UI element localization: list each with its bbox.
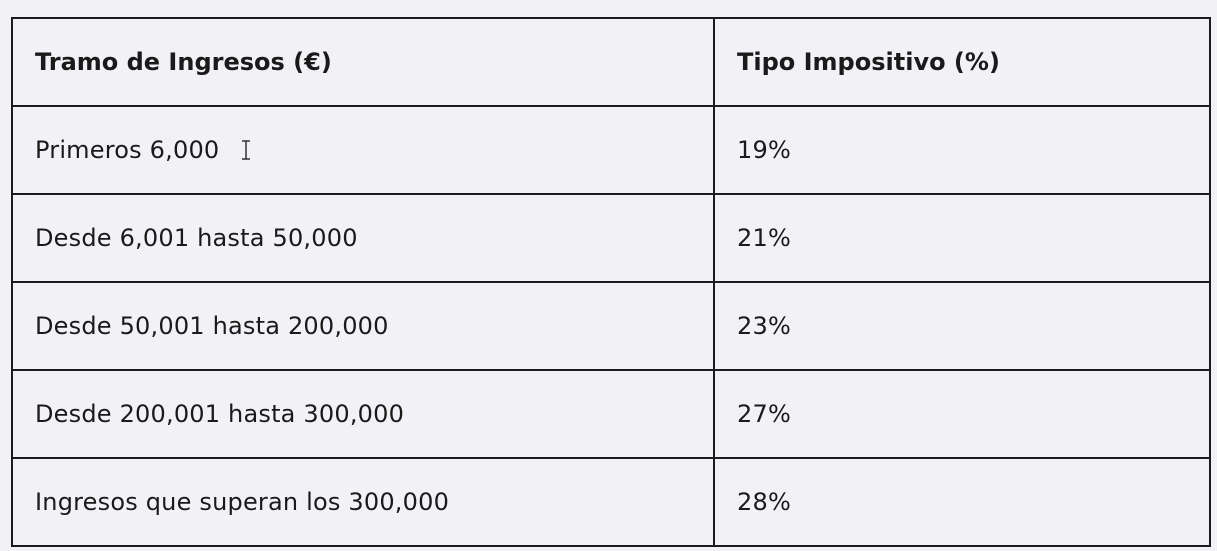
income-bracket-cell: Primeros 6,000 [11, 105, 715, 195]
table-row: Primeros 6,000 19% [11, 105, 1211, 195]
income-bracket-cell: Desde 200,001 hasta 300,000 [11, 369, 715, 459]
tax-rate-cell: 27% [713, 369, 1211, 459]
income-bracket-cell: Ingresos que superan los 300,000 [11, 457, 715, 547]
tax-rate-cell: 21% [713, 193, 1211, 283]
table-row: Desde 6,001 hasta 50,000 21% [11, 193, 1211, 283]
header-income-bracket: Tramo de Ingresos (€) [11, 17, 715, 107]
tax-rate-cell: 28% [713, 457, 1211, 547]
table-header-row: Tramo de Ingresos (€) Tipo Impositivo (%… [11, 17, 1211, 107]
header-tax-rate: Tipo Impositivo (%) [713, 17, 1211, 107]
tax-brackets-table: Tramo de Ingresos (€) Tipo Impositivo (%… [11, 17, 1211, 547]
tax-rate-cell: 19% [713, 105, 1211, 195]
table-row: Desde 50,001 hasta 200,000 23% [11, 281, 1211, 371]
tax-rate-cell: 23% [713, 281, 1211, 371]
income-bracket-cell: Desde 50,001 hasta 200,000 [11, 281, 715, 371]
income-bracket-cell: Desde 6,001 hasta 50,000 [11, 193, 715, 283]
table-row: Ingresos que superan los 300,000 28% [11, 457, 1211, 547]
tax-brackets-table-container: Tramo de Ingresos (€) Tipo Impositivo (%… [11, 17, 1211, 547]
text-cursor-icon [241, 140, 251, 160]
table-row: Desde 200,001 hasta 300,000 27% [11, 369, 1211, 459]
income-bracket-text: Primeros 6,000 [35, 136, 220, 164]
